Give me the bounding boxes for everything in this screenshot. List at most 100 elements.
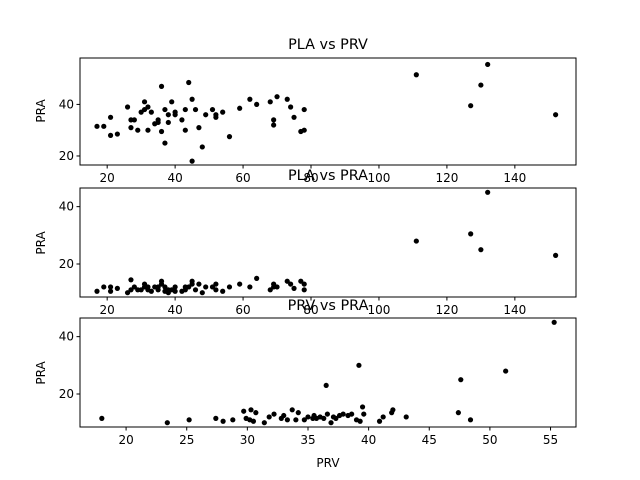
- data-point: [169, 99, 175, 105]
- data-point: [305, 414, 311, 420]
- data-point: [468, 231, 474, 237]
- x-tick-label: 40: [167, 303, 182, 317]
- data-point: [145, 127, 151, 133]
- data-point: [165, 112, 171, 118]
- data-point: [114, 131, 120, 137]
- data-point: [148, 109, 154, 115]
- data-point: [403, 414, 409, 420]
- data-point: [230, 417, 236, 423]
- x-tick-label: 80: [303, 171, 318, 185]
- data-point: [182, 287, 188, 293]
- data-point: [226, 134, 233, 140]
- x-tick-label: 100: [368, 171, 391, 185]
- data-point: [267, 99, 273, 105]
- data-point: [213, 281, 219, 287]
- data-point: [237, 281, 243, 287]
- data-point: [289, 407, 295, 413]
- x-tick-label: 120: [435, 171, 458, 185]
- data-point: [179, 117, 185, 123]
- data-point: [192, 287, 199, 293]
- data-point: [301, 127, 307, 133]
- data-point: [145, 104, 151, 110]
- data-point: [271, 281, 277, 287]
- subplot-title: PRV vs PRA: [288, 298, 369, 314]
- data-point: [301, 281, 307, 287]
- data-point: [131, 284, 137, 290]
- data-point: [248, 407, 254, 413]
- data-point: [301, 417, 307, 423]
- data-point: [209, 284, 216, 290]
- data-point: [359, 404, 366, 410]
- data-point: [220, 109, 226, 115]
- x-tick-label: 20: [100, 171, 115, 185]
- x-tick-label: 140: [503, 303, 526, 317]
- x-tick-label: 30: [240, 433, 255, 447]
- axes-frame: [79, 187, 577, 298]
- data-point: [458, 377, 464, 383]
- data-point: [376, 418, 383, 424]
- data-point: [213, 415, 219, 421]
- data-point: [247, 96, 253, 102]
- data-point: [324, 411, 330, 417]
- data-point: [196, 125, 202, 131]
- y-axis-label: PRA: [34, 99, 48, 123]
- data-point: [455, 410, 461, 416]
- data-point: [323, 382, 329, 389]
- data-point: [241, 408, 247, 414]
- data-point: [321, 415, 327, 421]
- data-point: [148, 288, 154, 294]
- data-point: [165, 119, 171, 126]
- x-tick-label: 80: [303, 303, 318, 317]
- data-point: [553, 112, 559, 118]
- data-point: [155, 117, 161, 123]
- data-point: [107, 284, 114, 290]
- data-point: [226, 284, 233, 290]
- data-point: [284, 278, 290, 284]
- data-point: [128, 277, 134, 283]
- x-tick-label: 40: [361, 433, 376, 447]
- data-point: [172, 112, 178, 118]
- data-point: [186, 79, 192, 86]
- data-point: [199, 290, 205, 296]
- data-point: [189, 158, 195, 164]
- data-point: [301, 287, 307, 293]
- data-point: [250, 418, 257, 424]
- data-point: [267, 287, 273, 293]
- data-point: [301, 106, 307, 113]
- data-point: [284, 96, 290, 102]
- data-point: [124, 290, 131, 296]
- subplot-pla-vs-prv: PLA vs PRV PRA 20 40 60 80 100 120 140 20 40: [34, 37, 577, 185]
- y-tick-label: 20: [59, 387, 74, 401]
- data-point: [124, 104, 131, 110]
- data-point: [186, 417, 192, 423]
- data-point: [274, 284, 280, 290]
- x-tick-label: 120: [435, 303, 458, 317]
- y-tick-label: 40: [59, 330, 74, 344]
- data-point: [213, 114, 219, 120]
- data-point: [353, 417, 360, 423]
- data-point: [247, 284, 253, 290]
- x-tick-label: 60: [235, 171, 250, 185]
- data-point: [164, 420, 170, 426]
- x-tick-label: 50: [482, 433, 497, 447]
- data-point: [141, 281, 148, 287]
- data-point: [413, 238, 419, 244]
- data-point: [291, 285, 297, 291]
- x-tick-label: 55: [543, 433, 558, 447]
- data-point: [271, 411, 277, 417]
- data-point: [288, 281, 294, 287]
- data-point: [135, 127, 141, 133]
- data-point: [413, 72, 419, 78]
- data-point: [107, 132, 114, 138]
- data-point: [131, 117, 137, 123]
- data-point: [553, 252, 559, 259]
- data-point: [274, 94, 280, 100]
- data-point: [293, 417, 299, 423]
- x-tick-label: 25: [179, 433, 194, 447]
- data-point: [478, 82, 484, 88]
- data-point: [291, 114, 297, 120]
- axes-frame: [79, 57, 577, 166]
- data-point: [209, 106, 216, 113]
- axes-frame: [79, 317, 577, 428]
- subplot-pla-vs-pra: PLA vs PRA PRA 20 40 60 80 100 120 140 20 40: [34, 168, 577, 317]
